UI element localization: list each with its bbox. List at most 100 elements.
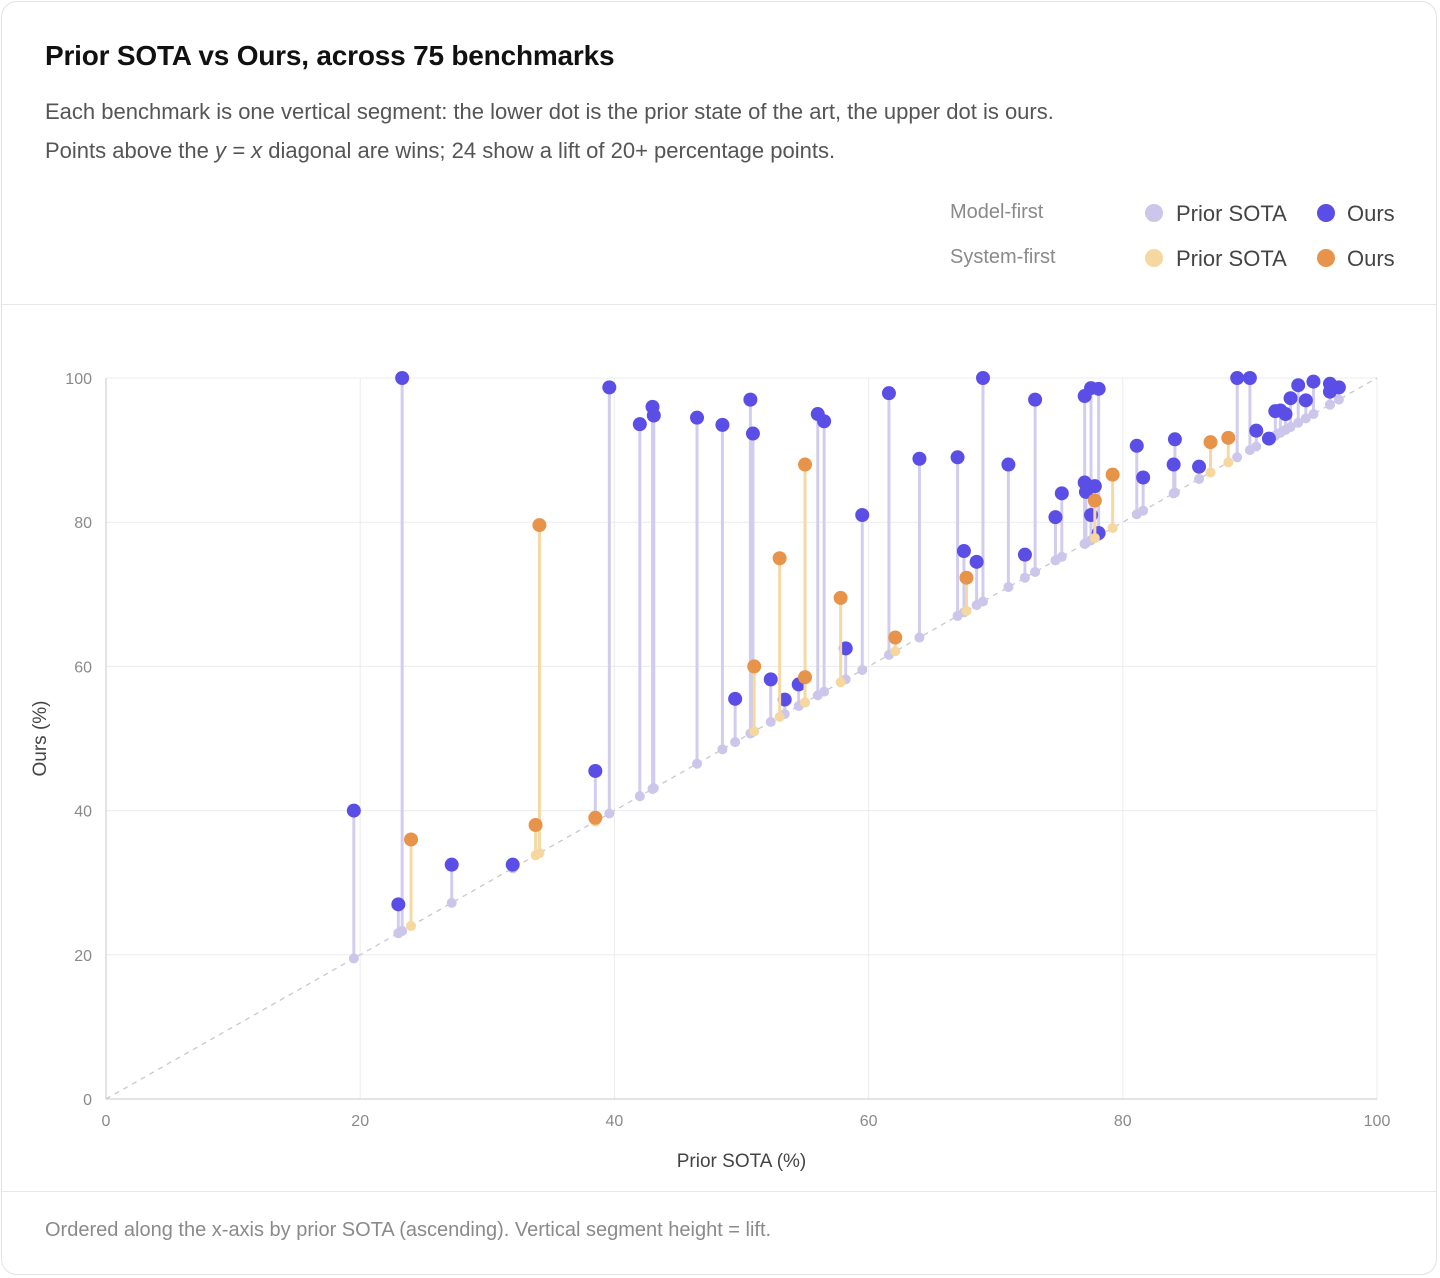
ours-point bbox=[950, 450, 965, 465]
x-tick-label: 100 bbox=[1364, 1113, 1391, 1130]
subtitle-line-2: Points above the y = x diagonal are wins… bbox=[45, 131, 1385, 170]
prior-sota-point bbox=[1232, 452, 1243, 463]
legend-group-model-first: Model-first bbox=[950, 201, 1044, 223]
ours-point bbox=[745, 426, 760, 441]
prior-sota-point bbox=[1030, 566, 1041, 577]
ours-point bbox=[1136, 470, 1151, 485]
x-axis-title: Prior SOTA (%) bbox=[677, 1151, 807, 1172]
prior-sota-point bbox=[1089, 533, 1100, 544]
prior-sota-point bbox=[819, 686, 830, 697]
ours-point bbox=[1242, 371, 1257, 385]
prior-sota-point bbox=[446, 897, 457, 908]
y-tick-label: 60 bbox=[74, 659, 92, 676]
ours-point bbox=[1167, 432, 1182, 447]
prior-sota-point bbox=[1107, 522, 1118, 533]
ours-point bbox=[1087, 479, 1102, 494]
ours-point bbox=[1221, 430, 1236, 445]
ours-point bbox=[391, 897, 406, 912]
ours-point bbox=[1278, 407, 1293, 422]
x-tick-label: 40 bbox=[606, 1113, 624, 1130]
y-axis-title: Ours (%) bbox=[30, 701, 51, 777]
ours-point bbox=[646, 408, 661, 423]
ours-point bbox=[528, 818, 543, 833]
ours-point bbox=[1028, 392, 1043, 407]
plot-area: 0 20 40 60 80 100 0 20 40 60 80 100 Prior SOTA (%) Ou… bbox=[2, 305, 1436, 1191]
ours-point bbox=[632, 417, 647, 432]
ours-point bbox=[747, 659, 762, 674]
prior-sota-point bbox=[890, 646, 901, 657]
ours-point bbox=[404, 832, 419, 847]
ours-point bbox=[881, 386, 896, 401]
ours-point bbox=[532, 518, 547, 533]
prior-sota-point bbox=[348, 953, 359, 964]
ours-point bbox=[715, 417, 730, 432]
x-tick-label: 20 bbox=[351, 1113, 369, 1130]
ours-point bbox=[1249, 423, 1264, 438]
prior-sota-point bbox=[835, 677, 846, 688]
legend-dot-system-ours bbox=[1317, 249, 1335, 267]
prior-sota-point bbox=[1285, 422, 1296, 433]
ours-point bbox=[728, 691, 743, 706]
y-tick-label: 40 bbox=[74, 804, 92, 821]
legend-label-system-prior: Prior SOTA bbox=[1176, 246, 1287, 271]
ours-point bbox=[602, 380, 617, 395]
ours-point bbox=[956, 544, 971, 559]
prior-sota-point bbox=[717, 744, 728, 755]
prior-sota-point bbox=[857, 665, 868, 676]
chart-footer: Ordered along the x-axis by prior SOTA (… bbox=[2, 1191, 1436, 1274]
ours-point bbox=[975, 371, 990, 385]
ours-point bbox=[1203, 435, 1218, 450]
prior-sota-point bbox=[1003, 582, 1014, 593]
subtitle-line-2-post: diagonal are wins; 24 show a lift of 20+… bbox=[262, 138, 836, 163]
ours-point bbox=[959, 570, 974, 585]
ours-point bbox=[1230, 371, 1245, 385]
chart-subtitle: Each benchmark is one vertical segment: … bbox=[45, 92, 1385, 170]
ours-point bbox=[1166, 457, 1181, 472]
ours-point bbox=[777, 692, 792, 707]
prior-sota-point bbox=[397, 926, 408, 937]
prior-sota-point bbox=[1019, 572, 1030, 583]
legend-label-model-prior: Prior SOTA bbox=[1176, 201, 1287, 226]
x-tick-label: 80 bbox=[1114, 1113, 1132, 1130]
prior-sota-point bbox=[1251, 441, 1262, 452]
ours-point bbox=[1105, 467, 1120, 482]
legend-dot-model-prior bbox=[1145, 204, 1163, 222]
ours-point bbox=[588, 763, 603, 778]
legend-dot-system-prior bbox=[1145, 249, 1163, 267]
prior-sota-point bbox=[1300, 413, 1311, 424]
ours-point bbox=[1091, 381, 1106, 396]
ours-point bbox=[763, 672, 778, 687]
ours-point bbox=[1298, 393, 1313, 408]
y-tick-label: 80 bbox=[74, 515, 92, 532]
ours-point bbox=[1291, 378, 1306, 393]
prior-sota-point bbox=[1223, 457, 1234, 468]
prior-sota-point bbox=[800, 697, 811, 708]
ours-point bbox=[1331, 380, 1346, 395]
series-system-first bbox=[404, 430, 1236, 931]
chart-header: Prior SOTA vs Ours, across 75 benchmarks… bbox=[2, 2, 1436, 305]
ours-point bbox=[444, 857, 459, 872]
grid bbox=[106, 377, 1378, 1099]
prior-sota-point bbox=[1324, 399, 1335, 410]
ours-point bbox=[838, 641, 853, 656]
ours-point bbox=[1048, 510, 1063, 525]
ours-point bbox=[1129, 438, 1144, 453]
ours-point bbox=[798, 457, 813, 472]
ours-point bbox=[772, 551, 787, 566]
ours-point bbox=[1192, 459, 1207, 474]
ours-point bbox=[690, 410, 705, 425]
prior-sota-point bbox=[730, 737, 741, 748]
prior-sota-point bbox=[1293, 417, 1304, 428]
ours-point bbox=[743, 392, 758, 407]
ours-point bbox=[912, 451, 927, 466]
footnote: Ordered along the x-axis by prior SOTA (… bbox=[45, 1219, 772, 1241]
ours-point bbox=[1001, 457, 1016, 472]
y-tick-label: 100 bbox=[65, 371, 92, 388]
prior-sota-point bbox=[648, 783, 659, 794]
legend-label-model-ours: Ours bbox=[1347, 201, 1395, 226]
legend-dot-model-ours bbox=[1317, 204, 1335, 222]
ours-point bbox=[1017, 547, 1032, 562]
x-tick-label: 60 bbox=[860, 1113, 878, 1130]
ours-point bbox=[1306, 374, 1321, 389]
